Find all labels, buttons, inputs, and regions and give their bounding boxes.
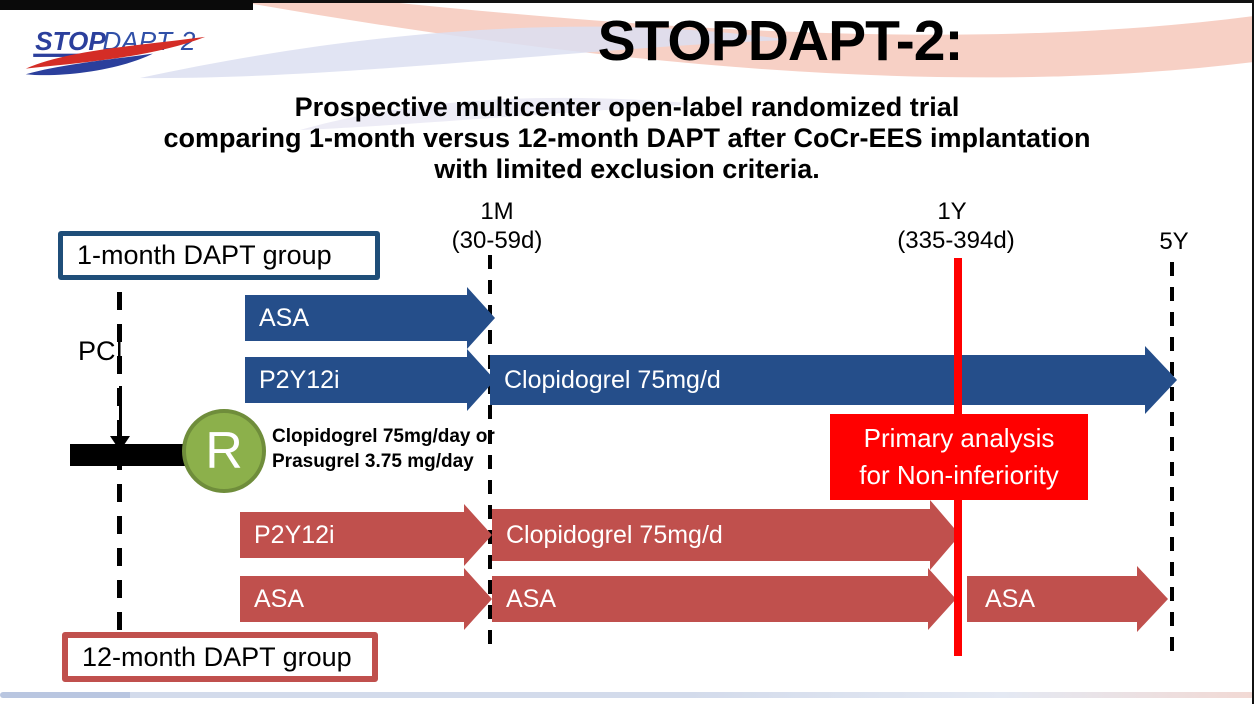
randomization-letter: R — [205, 422, 243, 480]
blue-p2y12i-arrow: P2Y12i — [245, 349, 495, 411]
blue-asa-arrow-head-icon — [467, 287, 495, 349]
blue-asa-arrow: ASA — [245, 287, 495, 349]
background-swoosh-top — [140, 0, 1254, 130]
randomization-note-line-1: Clopidogrel 75mg/day or — [272, 426, 495, 447]
randomization-circle: R — [182, 409, 266, 493]
timeline-1m-dashed-line — [488, 255, 492, 650]
red-asa-arrow-2-label: ASA — [492, 576, 928, 622]
red-asa-arrow-3-head-icon — [1137, 566, 1168, 632]
red-asa-arrow-1-head-icon — [464, 568, 492, 630]
logo-red-swoosh — [25, 36, 206, 69]
subtitle-line-3: with limited exclusion criteria. — [434, 154, 820, 184]
stopdapt2-logo: STOP DAPT·2 — [25, 26, 206, 76]
red-asa-arrow-3: ASA — [967, 566, 1168, 632]
blue-p2y12i-arrow-label: P2Y12i — [245, 357, 467, 403]
red-asa-arrow-1-label: ASA — [240, 576, 464, 622]
pci-black-bar — [70, 444, 188, 466]
red-p2y12i-arrow-head-icon — [464, 504, 492, 566]
timeline-1m-label: 1M — [480, 198, 514, 225]
logo-blue-swoosh — [25, 53, 153, 76]
timeline-1y-label: 1Y — [937, 198, 967, 225]
primary-analysis-box: Primary analysis for Non-inferiority — [830, 414, 1088, 500]
timeline-5y-label: 5Y — [1159, 228, 1189, 255]
red-p2y12i-arrow: P2Y12i — [240, 504, 492, 566]
timeline-5y-dashed-line — [1170, 262, 1174, 660]
top-black-bar — [0, 0, 253, 10]
blue-clopidogrel-arrow-head-icon — [1145, 346, 1177, 414]
one-month-dapt-group-box: 1-month DAPT group — [58, 231, 380, 280]
primary-analysis-line-1: Primary analysis — [863, 423, 1055, 453]
pci-down-arrow-line — [119, 386, 122, 438]
one-month-dapt-group-label: 1-month DAPT group — [77, 240, 332, 270]
red-clopidogrel-arrow: Clopidogrel 75mg/d — [492, 500, 960, 570]
slide-right-border — [1252, 0, 1254, 704]
twelve-month-dapt-group-box: 12-month DAPT group — [62, 632, 378, 682]
blue-clopidogrel-arrow: Clopidogrel 75mg/d — [490, 346, 1177, 414]
logo-underline — [33, 53, 99, 57]
randomization-note-line-2: Prasugrel 3.75 mg/day — [272, 451, 474, 472]
red-clopidogrel-arrow-label: Clopidogrel 75mg/d — [492, 509, 930, 561]
subtitle: Prospective multicenter open-label rando… — [0, 92, 1254, 185]
blue-asa-arrow-label: ASA — [245, 295, 467, 341]
timeline-1m-range: (30-59d) — [451, 227, 543, 254]
subtitle-line-1: Prospective multicenter open-label rando… — [294, 92, 960, 122]
subtitle-line-2: comparing 1-month versus 12-month DAPT a… — [163, 123, 1091, 153]
background-swoosh-bottom — [0, 692, 1254, 698]
blue-clopidogrel-arrow-label: Clopidogrel 75mg/d — [490, 355, 1145, 405]
red-asa-arrow-3-label: ASA — [967, 576, 1137, 622]
randomization-note: Clopidogrel 75mg/day or Prasugrel 3.75 m… — [272, 424, 495, 474]
red-asa-arrow-2: ASA — [492, 568, 956, 630]
timeline-1y-range: (335-394d) — [897, 227, 1015, 254]
red-p2y12i-arrow-label: P2Y12i — [240, 512, 464, 558]
red-asa-arrow-1: ASA — [240, 568, 492, 630]
page-title: STOPDAPT-2: — [597, 9, 964, 73]
red-asa-arrow-2-head-icon — [928, 568, 956, 630]
slide-top-border — [0, 0, 1254, 3]
pci-label: PCI — [78, 336, 124, 366]
primary-analysis-line-2: for Non-inferiority — [859, 460, 1059, 490]
twelve-month-dapt-group-label: 12-month DAPT group — [82, 641, 352, 672]
